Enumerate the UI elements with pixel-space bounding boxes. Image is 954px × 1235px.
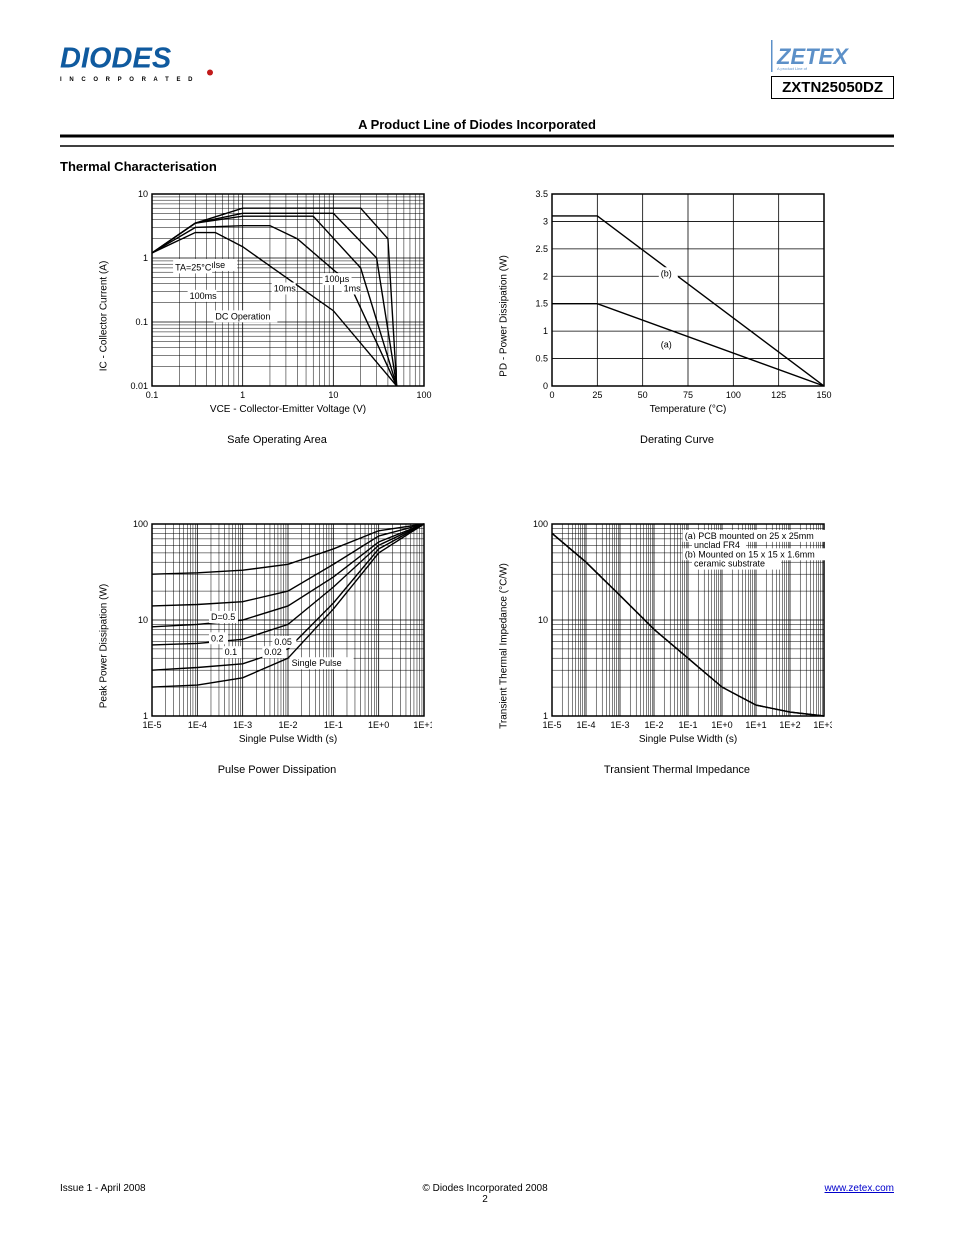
pulse-svg: 1E-5 1E-4 1E-3 1E-2 1E-1 1E+0 1E+1 1 10 100 D=0.5 0… bbox=[122, 516, 432, 746]
svg-text:100: 100 bbox=[133, 519, 148, 529]
svg-text:3.5: 3.5 bbox=[535, 189, 548, 199]
soa-chart: IC - Collector Current (A) 0.11101000.01… bbox=[122, 186, 432, 446]
svg-text:0.05: 0.05 bbox=[274, 637, 292, 647]
svg-text:1: 1 bbox=[543, 711, 548, 721]
part-number-box: ZXTN25050DZ bbox=[771, 76, 894, 99]
svg-text:10: 10 bbox=[328, 390, 338, 400]
footer-copyright: © Diodes Incorporated 2008 bbox=[422, 1183, 547, 1194]
svg-text:1E-3: 1E-3 bbox=[610, 720, 629, 730]
svg-text:50: 50 bbox=[638, 390, 648, 400]
svg-text:1E+3: 1E+3 bbox=[813, 720, 832, 730]
svg-text:Single Pulse Width (s): Single Pulse Width (s) bbox=[239, 734, 337, 745]
footer-link[interactable]: www.zetex.com bbox=[825, 1183, 894, 1205]
svg-text:0.2: 0.2 bbox=[211, 633, 224, 643]
transient-y-label: Transient Thermal Impedance (°C/W) bbox=[499, 563, 510, 729]
svg-text:1E-1: 1E-1 bbox=[678, 720, 697, 730]
svg-text:1: 1 bbox=[543, 326, 548, 336]
svg-text:1: 1 bbox=[143, 253, 148, 263]
svg-text:1ms: 1ms bbox=[344, 283, 362, 293]
svg-text:D=0.5: D=0.5 bbox=[211, 612, 235, 622]
feature-title: A Product Line of Diodes Incorporated bbox=[60, 117, 894, 132]
svg-text:1E-4: 1E-4 bbox=[576, 720, 595, 730]
transient-title: Transient Thermal Impedance bbox=[522, 764, 832, 776]
soa-y-label: IC - Collector Current (A) bbox=[99, 261, 110, 372]
svg-text:Temperature (°C): Temperature (°C) bbox=[650, 404, 727, 415]
svg-text:25: 25 bbox=[592, 390, 602, 400]
derating-y-label: PD - Power Dissipation (W) bbox=[499, 255, 510, 377]
svg-text:(b): (b) bbox=[661, 268, 672, 278]
svg-text:0.02: 0.02 bbox=[264, 647, 282, 657]
svg-text:10: 10 bbox=[138, 615, 148, 625]
svg-text:0.01: 0.01 bbox=[130, 381, 148, 391]
svg-text:1E-2: 1E-2 bbox=[644, 720, 663, 730]
svg-text:0: 0 bbox=[549, 390, 554, 400]
diodes-logo-text: DIODES bbox=[60, 43, 172, 75]
svg-text:0.1: 0.1 bbox=[135, 317, 148, 327]
svg-text:1E+0: 1E+0 bbox=[368, 720, 389, 730]
svg-text:ceramic substrate: ceramic substrate bbox=[694, 559, 765, 569]
pulse-power-chart: Peak Power Dissipation (W) 1E-51E-41E-31… bbox=[122, 516, 432, 776]
svg-text:1E+1: 1E+1 bbox=[745, 720, 766, 730]
svg-text:0.1: 0.1 bbox=[146, 390, 159, 400]
zetex-sub1: A product Line of bbox=[777, 66, 808, 71]
diodes-sub: I N C O R P O R A T E D bbox=[60, 77, 195, 83]
footer: Issue 1 - April 2008 © Diodes Incorporat… bbox=[60, 1183, 894, 1205]
derating-chart: PD - Power Dissipation (W) 0255075100125… bbox=[522, 186, 832, 446]
svg-text:1E-1: 1E-1 bbox=[324, 720, 343, 730]
svg-text:2: 2 bbox=[543, 271, 548, 281]
svg-text:100: 100 bbox=[416, 390, 431, 400]
svg-text:75: 75 bbox=[683, 390, 693, 400]
svg-text:100: 100 bbox=[726, 390, 741, 400]
svg-text:1: 1 bbox=[240, 390, 245, 400]
svg-text:1E+1: 1E+1 bbox=[413, 720, 432, 730]
svg-text:DC Operation: DC Operation bbox=[215, 311, 270, 321]
svg-text:10: 10 bbox=[138, 189, 148, 199]
pulse-title: Pulse Power Dissipation bbox=[122, 764, 432, 776]
svg-text:150: 150 bbox=[816, 390, 831, 400]
svg-text:0.1: 0.1 bbox=[225, 647, 238, 657]
logo-diodes: DIODES I N C O R P O R A T E D bbox=[60, 40, 235, 93]
section-title: Thermal Characterisation bbox=[60, 159, 894, 174]
svg-text:10ms: 10ms bbox=[274, 283, 297, 293]
svg-text:1: 1 bbox=[143, 711, 148, 721]
divider-top bbox=[60, 134, 894, 153]
svg-text:2.5: 2.5 bbox=[535, 244, 548, 254]
svg-text:1E-5: 1E-5 bbox=[542, 720, 561, 730]
svg-text:1E-5: 1E-5 bbox=[142, 720, 161, 730]
svg-text:125: 125 bbox=[771, 390, 786, 400]
svg-text:1E-3: 1E-3 bbox=[233, 720, 252, 730]
svg-text:Single Pulse: Single Pulse bbox=[292, 658, 342, 668]
derating-svg: 0 25 50 75 100 125 150 0 0.5 1 1.5 2 2.5 3 3.5 (b) (a) Te… bbox=[522, 186, 832, 416]
charts-row-2: Peak Power Dissipation (W) 1E-51E-41E-31… bbox=[60, 516, 894, 776]
svg-text:100: 100 bbox=[533, 519, 548, 529]
soa-svg: 0.11101000.010.1110Single PulseTA=25°C10… bbox=[122, 186, 432, 416]
soa-title: Safe Operating Area bbox=[122, 434, 432, 446]
svg-text:0.5: 0.5 bbox=[535, 354, 548, 364]
charts-row-1: IC - Collector Current (A) 0.11101000.01… bbox=[60, 186, 894, 446]
svg-text:10: 10 bbox=[538, 615, 548, 625]
header: DIODES I N C O R P O R A T E D ZETEX A p… bbox=[60, 40, 894, 99]
svg-text:VCE - Collector-Emitter Voltag: VCE - Collector-Emitter Voltage (V) bbox=[210, 404, 366, 415]
svg-text:1E-4: 1E-4 bbox=[188, 720, 207, 730]
svg-text:Single Pulse Width (s): Single Pulse Width (s) bbox=[639, 734, 737, 745]
diodes-dot-icon bbox=[207, 70, 213, 76]
logo-zetex-wrap: ZETEX A product Line of ZXTN25050DZ bbox=[771, 40, 894, 99]
svg-text:1E+2: 1E+2 bbox=[779, 720, 800, 730]
svg-text:0: 0 bbox=[543, 381, 548, 391]
footer-left: Issue 1 - April 2008 bbox=[60, 1183, 146, 1205]
svg-text:100ms: 100ms bbox=[190, 291, 218, 301]
transient-chart: Transient Thermal Impedance (°C/W) 1E-51… bbox=[522, 516, 832, 776]
pulse-y-label: Peak Power Dissipation (W) bbox=[99, 584, 110, 708]
transient-svg: 1E-5 1E-4 1E-3 1E-2 1E-1 1E+0 1E+1 1E+2 1E+3 1 10 1… bbox=[522, 516, 832, 746]
svg-text:(a): (a) bbox=[661, 340, 672, 350]
svg-text:3: 3 bbox=[543, 216, 548, 226]
svg-text:1E+0: 1E+0 bbox=[711, 720, 732, 730]
svg-text:1E-2: 1E-2 bbox=[278, 720, 297, 730]
derating-title: Derating Curve bbox=[522, 434, 832, 446]
footer-page: 2 bbox=[422, 1194, 547, 1205]
svg-text:1.5: 1.5 bbox=[535, 299, 548, 309]
svg-text:TA=25°C: TA=25°C bbox=[175, 262, 212, 272]
zetex-logo-text: ZETEX bbox=[776, 44, 849, 69]
footer-center: © Diodes Incorporated 2008 2 bbox=[422, 1183, 547, 1205]
